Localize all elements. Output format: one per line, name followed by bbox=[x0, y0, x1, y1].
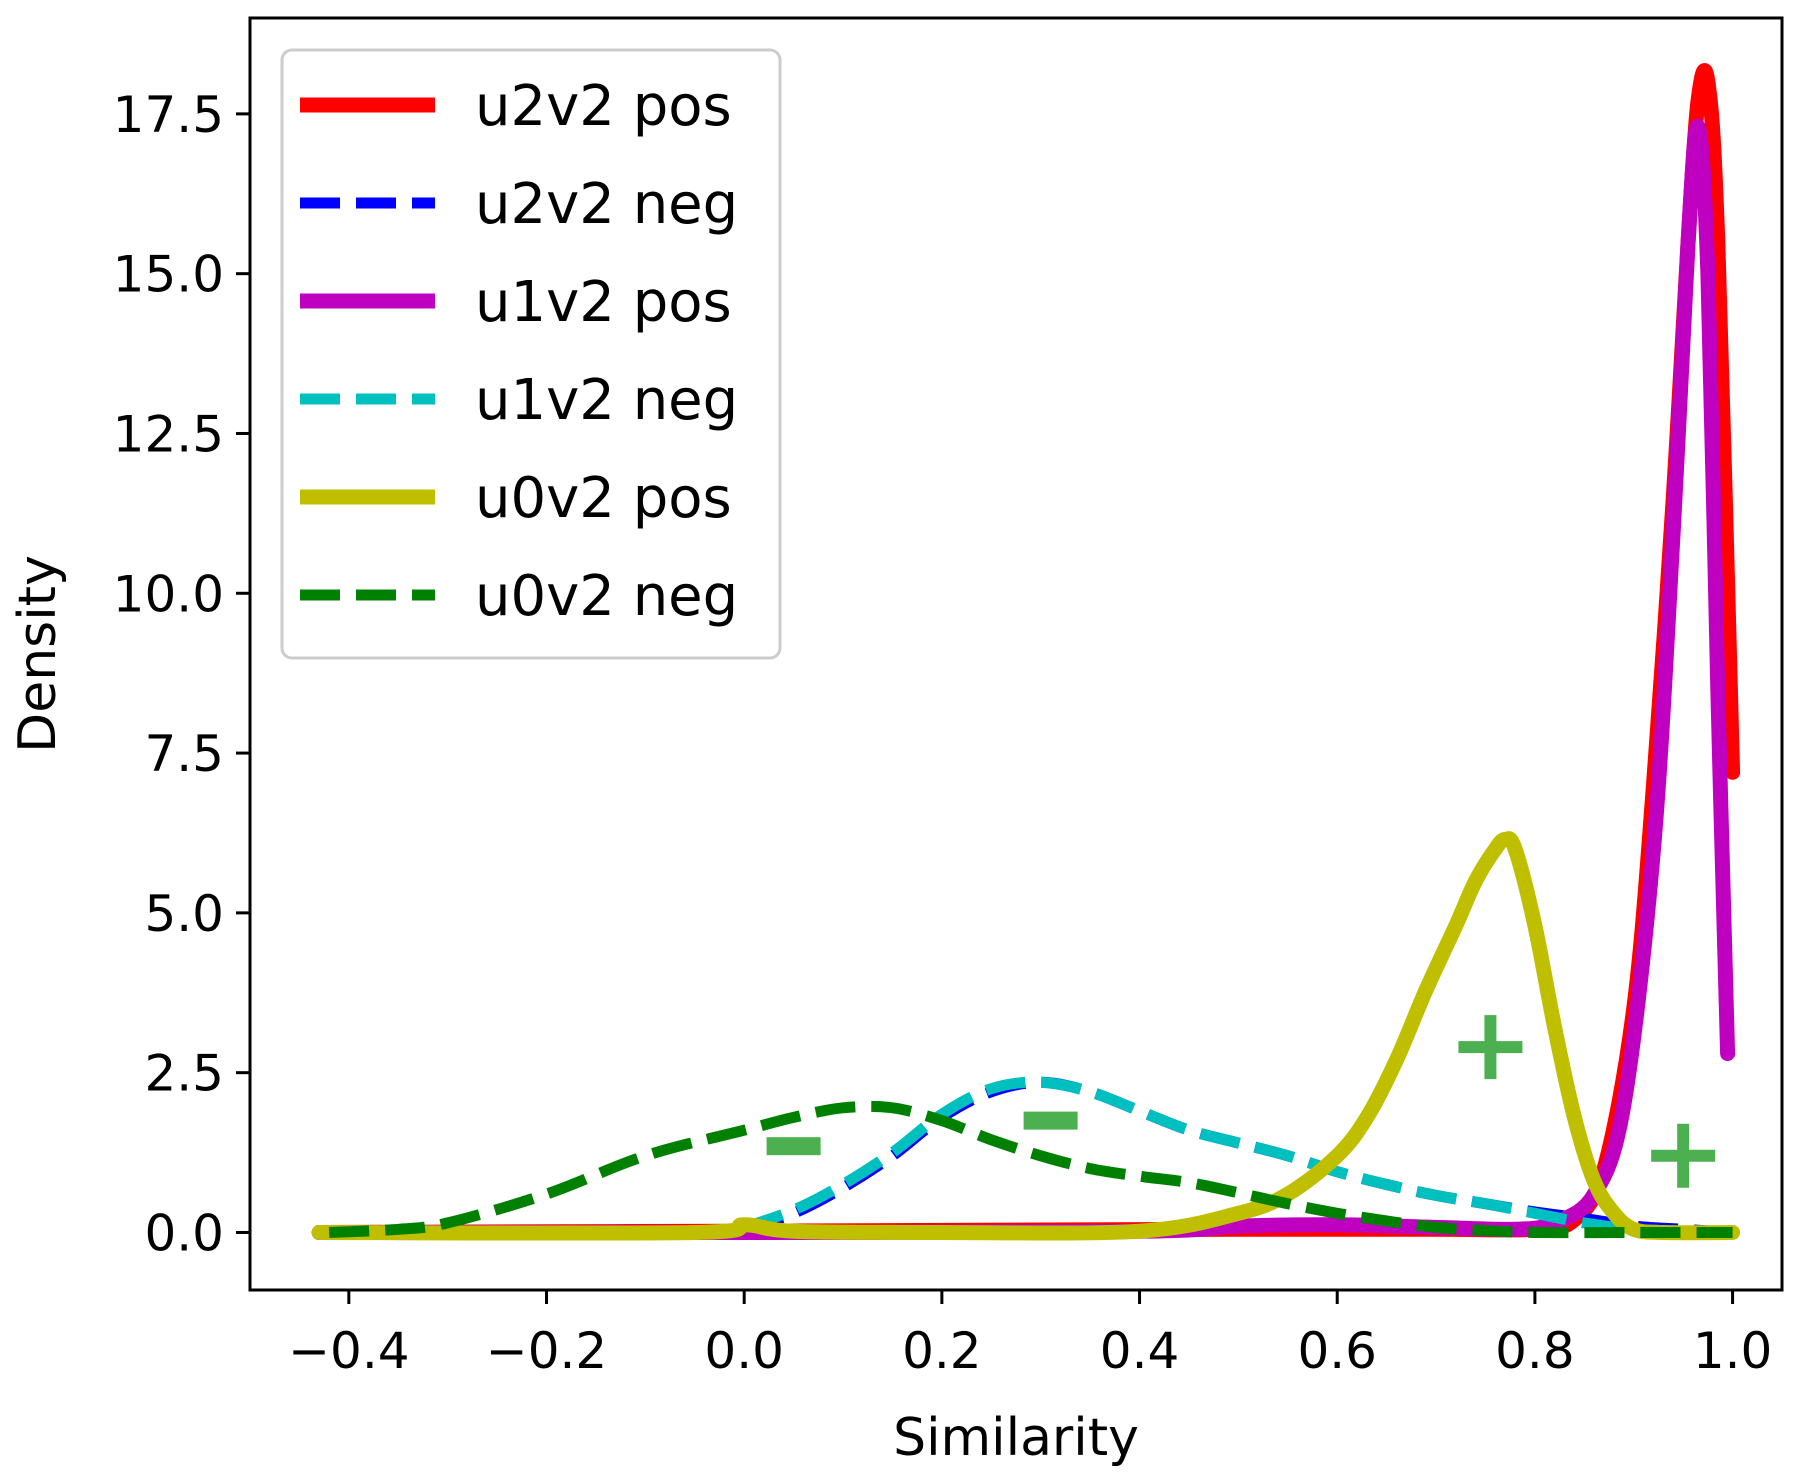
annotation-marker bbox=[1651, 1123, 1716, 1188]
y-tick-label: 7.5 bbox=[144, 725, 224, 783]
legend-label: u0v2 neg bbox=[475, 564, 738, 629]
legend-label: u1v2 neg bbox=[475, 368, 738, 433]
x-tick-label: 0.0 bbox=[704, 1322, 784, 1380]
x-tick-label: 0.8 bbox=[1495, 1322, 1575, 1380]
legend-box bbox=[280, 48, 782, 660]
legend: u2v2 pos u2v2 neg u1v2 pos u1v2 neg u0v2 pos… bbox=[280, 48, 782, 660]
legend-label: u2v2 neg bbox=[475, 172, 738, 237]
series-lines bbox=[311, 63, 1741, 1241]
x-axis-ticks: −0.4 −0.2 0.0 0.2 0.4 0.6 0.8 1.0 bbox=[288, 1290, 1772, 1380]
plot-frame bbox=[248, 16, 1784, 1292]
legend-label: u0v2 pos bbox=[475, 466, 732, 531]
minus-bar bbox=[766, 1137, 821, 1156]
y-tick-label: 17.5 bbox=[113, 86, 224, 144]
x-tick-label: −0.2 bbox=[486, 1322, 607, 1380]
x-tick-label: 1.0 bbox=[1693, 1322, 1773, 1380]
series-line-u0v2-pos bbox=[311, 831, 1741, 1241]
y-axis-ticks: 0.0 2.5 5.0 7.5 10.0 12.5 15.0 17.5 bbox=[113, 86, 250, 1262]
y-tick-label: 5.0 bbox=[144, 885, 224, 943]
y-tick-label: 15.0 bbox=[113, 246, 224, 304]
legend-item: u0v2 pos bbox=[300, 466, 732, 531]
x-tick-label: 0.2 bbox=[902, 1322, 982, 1380]
legend-item: u2v2 pos bbox=[300, 74, 732, 139]
plus-bar-vertical bbox=[1677, 1123, 1690, 1188]
legend-item: u1v2 pos bbox=[300, 270, 732, 335]
minus-bar bbox=[1023, 1111, 1078, 1130]
plus-bar-vertical bbox=[1484, 1015, 1497, 1080]
legend-label: u1v2 pos bbox=[475, 270, 732, 335]
series-line-u0v2-neg bbox=[328, 1100, 1733, 1239]
x-tick-label: 0.4 bbox=[1100, 1322, 1180, 1380]
y-axis-label: Density bbox=[8, 555, 68, 753]
y-tick-label: 10.0 bbox=[113, 565, 224, 623]
annotation-marker bbox=[766, 1137, 821, 1156]
x-tick-label: −0.4 bbox=[288, 1322, 409, 1380]
y-tick-label: 2.5 bbox=[144, 1045, 224, 1103]
annotation-marker bbox=[1023, 1111, 1078, 1130]
y-tick-label: 0.0 bbox=[144, 1204, 224, 1262]
annotation-marker bbox=[1458, 1015, 1523, 1080]
legend-item: u0v2 neg bbox=[300, 564, 738, 629]
legend-item: u1v2 neg bbox=[300, 368, 738, 433]
x-axis-label: Similarity bbox=[893, 1408, 1139, 1468]
annotations bbox=[766, 1015, 1716, 1188]
x-tick-label: 0.6 bbox=[1297, 1322, 1377, 1380]
legend-label: u2v2 pos bbox=[475, 74, 732, 139]
legend-item: u2v2 neg bbox=[300, 172, 738, 237]
y-tick-label: 12.5 bbox=[113, 405, 224, 463]
series-line-u1v2-neg bbox=[742, 1076, 1714, 1238]
